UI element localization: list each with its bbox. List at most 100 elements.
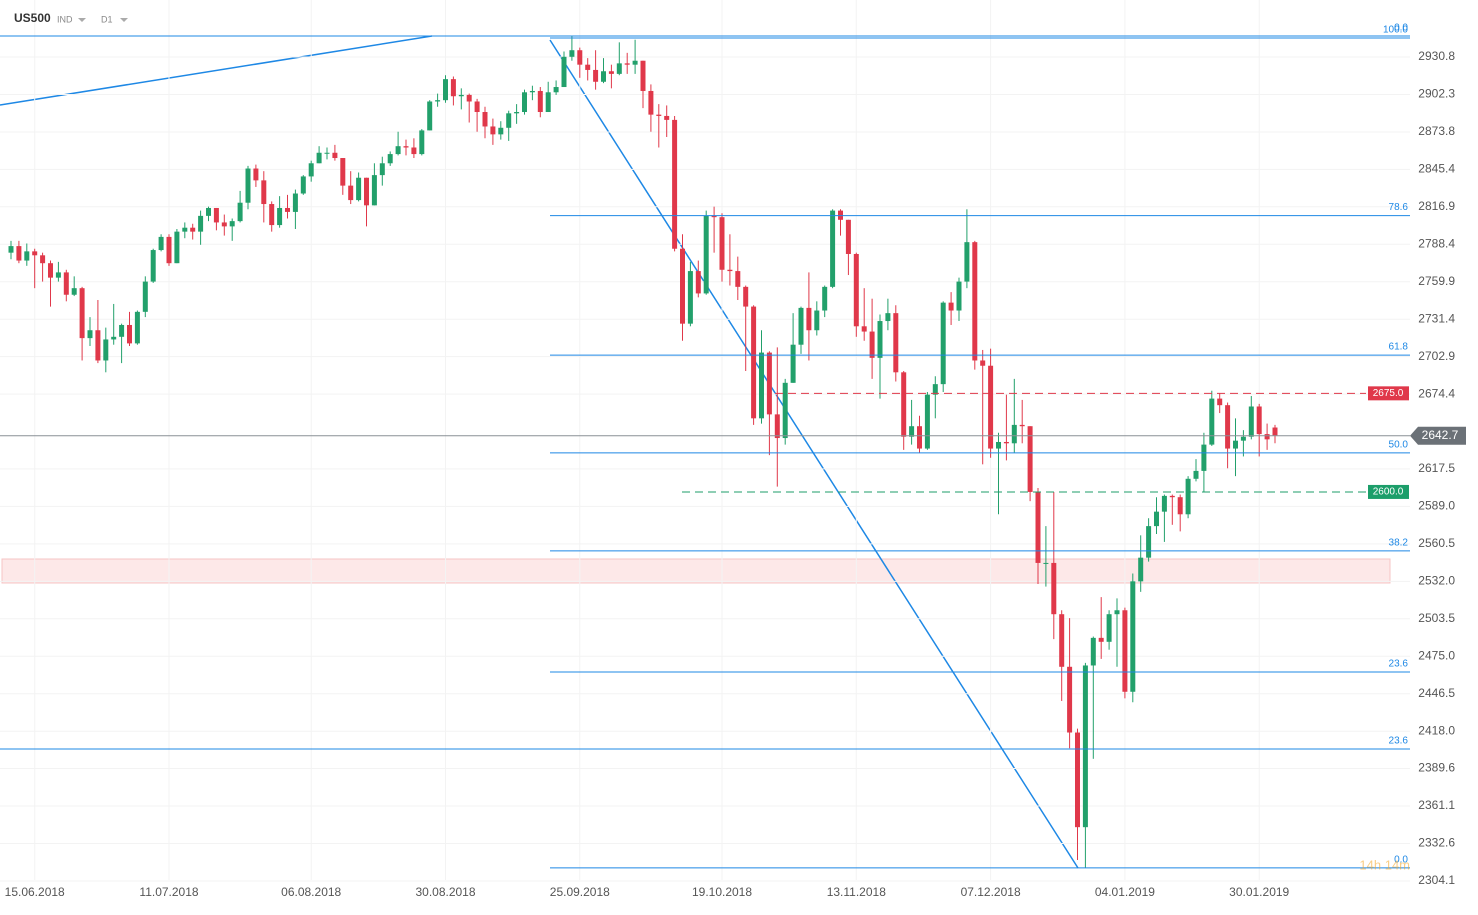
y-tick-label: 2845.4 — [1418, 161, 1455, 175]
candle-body — [624, 63, 630, 65]
candle-body — [711, 215, 717, 218]
candle-body — [134, 311, 140, 344]
candle-body — [8, 246, 14, 253]
candle-body — [1114, 610, 1120, 615]
candle-body — [1106, 614, 1112, 642]
candle-body — [830, 210, 836, 287]
level-tag — [1368, 484, 1409, 499]
dropdown[interactable] — [120, 18, 128, 22]
candle-body — [1209, 398, 1215, 445]
y-tick-label: 2418.0 — [1418, 723, 1455, 737]
x-tick-label: 30.01.2019 — [1229, 885, 1289, 899]
candle-body — [1169, 495, 1175, 498]
candle-body — [71, 288, 77, 295]
candle-body — [569, 50, 575, 57]
fib-label: 38.2 — [1389, 537, 1409, 548]
fib-label: 50.0 — [1389, 440, 1409, 451]
candle-body — [1248, 406, 1254, 437]
candle-body — [980, 360, 986, 366]
plot — [8, 35, 1278, 868]
candle-body — [522, 92, 527, 113]
candle-body — [845, 219, 851, 254]
candle-body — [411, 147, 417, 155]
candle-body — [245, 168, 251, 203]
candle-body — [593, 69, 599, 82]
candle-body — [300, 176, 306, 194]
candle-body — [142, 281, 148, 312]
candle-body — [237, 202, 243, 222]
symbol: US500 — [14, 11, 51, 25]
timeframe[interactable]: D1 — [101, 14, 113, 24]
candle-body — [695, 271, 701, 294]
candle-body — [1217, 398, 1223, 406]
y-tick-label: 2361.1 — [1418, 798, 1455, 812]
current-price-label: 2642.7 — [1422, 428, 1459, 442]
candle-body — [316, 152, 322, 164]
candle-body — [656, 114, 662, 116]
candle-body — [213, 207, 219, 223]
candle-body — [1272, 427, 1278, 436]
candle-body — [1067, 666, 1073, 733]
fib-label: 23.6 — [1389, 659, 1409, 670]
candle-body — [119, 324, 125, 337]
candle-body — [1130, 581, 1136, 692]
candle-body — [395, 146, 401, 155]
candle-body — [387, 154, 393, 164]
candle-body — [1122, 610, 1128, 692]
candle-body — [1193, 470, 1199, 479]
candle-body — [419, 130, 425, 155]
candle-body — [1075, 732, 1080, 828]
y-tick-label: 2589.0 — [1418, 499, 1455, 513]
candle-body — [1240, 436, 1246, 441]
candle-body — [277, 207, 283, 226]
candle-body — [814, 310, 820, 331]
y-tick-label: 2788.4 — [1418, 236, 1455, 250]
dropdown[interactable] — [78, 18, 86, 22]
candle-body — [996, 441, 1001, 449]
candle-body — [861, 326, 867, 332]
candle-body — [735, 271, 741, 287]
x-tick-label: 11.07.2018 — [139, 885, 198, 899]
candle-body — [1051, 562, 1057, 615]
candle-body — [1154, 511, 1159, 527]
y-tick-label: 2332.6 — [1418, 836, 1455, 850]
candle-body — [324, 152, 330, 154]
candle-body — [292, 193, 298, 212]
candle-body — [1201, 444, 1207, 471]
candle-body — [63, 272, 69, 295]
candle-body — [759, 352, 764, 419]
candle-body — [719, 217, 725, 270]
y-tick-label: 2617.5 — [1418, 461, 1455, 475]
fib-label: 100.0 — [1383, 25, 1408, 36]
candle-body — [150, 250, 156, 282]
candle-body — [537, 90, 543, 113]
candle-body — [174, 231, 180, 264]
candle-body — [482, 112, 488, 127]
candle-body — [577, 50, 583, 65]
candle-body — [490, 126, 496, 135]
candle-body — [1146, 526, 1152, 558]
candle-body — [474, 101, 480, 113]
x-tick-label: 25.09.2018 — [550, 885, 610, 899]
candle-body — [853, 253, 859, 327]
candle-body — [1043, 562, 1049, 564]
price-tag — [1410, 426, 1466, 445]
candle-body — [166, 236, 172, 264]
x-tick-label: 30.08.2018 — [415, 885, 475, 899]
candle-body — [79, 288, 85, 339]
candle-body — [806, 307, 812, 331]
x-tick-label: 13.11.2018 — [827, 885, 886, 899]
x-tick-label: 07.12.2018 — [961, 885, 1021, 899]
candle-body — [782, 382, 788, 439]
candle-body — [790, 344, 796, 383]
candle-body — [585, 64, 591, 70]
candle-body — [379, 163, 385, 176]
fib-label: 23.6 — [1389, 736, 1409, 747]
candle-body — [1161, 495, 1167, 512]
y-tick-label: 2532.0 — [1418, 574, 1455, 588]
x-tick-label: 19.10.2018 — [692, 885, 752, 899]
candle-body — [1011, 424, 1017, 444]
candle-body — [1098, 637, 1104, 642]
candle-body — [956, 281, 962, 311]
